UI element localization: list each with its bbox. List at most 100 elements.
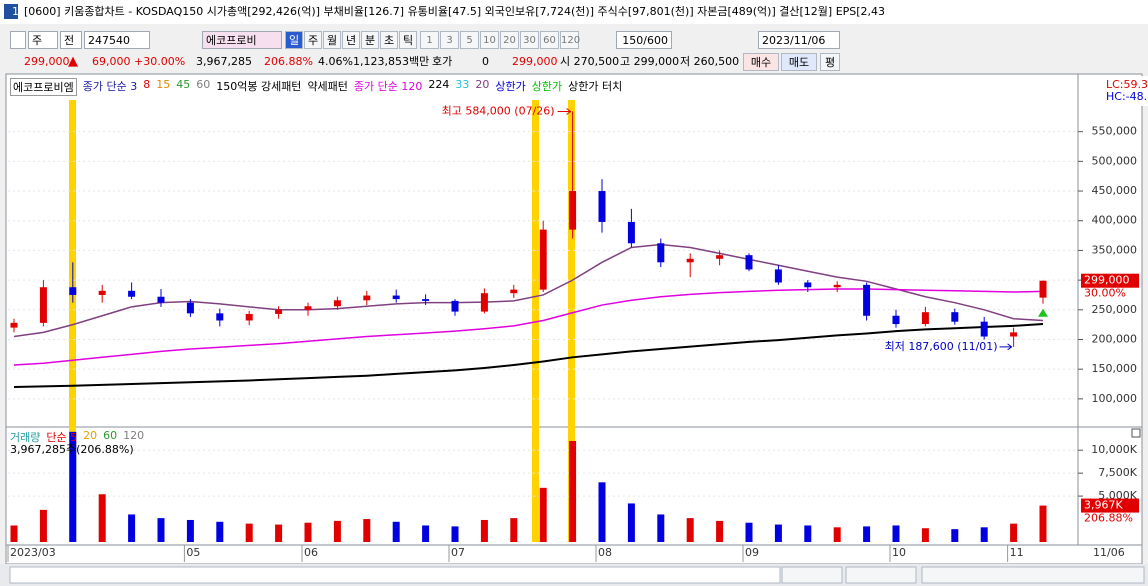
date-field[interactable]: 2023/11/06 bbox=[758, 31, 840, 49]
name-field[interactable]: 에코프로비 bbox=[202, 31, 282, 49]
x-tick-label: 11 bbox=[1010, 546, 1024, 559]
interval-button[interactable]: 분 bbox=[361, 31, 379, 49]
volume-bar bbox=[245, 523, 253, 542]
legend-item: 약세패턴 bbox=[307, 80, 348, 93]
pane-button[interactable] bbox=[1131, 428, 1141, 438]
candle-body bbox=[245, 313, 253, 321]
minute-button[interactable]: 60 bbox=[540, 31, 559, 49]
title-bar bbox=[0, 0, 1148, 24]
candle-body bbox=[216, 313, 224, 321]
interval-button[interactable]: 년 bbox=[342, 31, 360, 49]
low-arrow bbox=[999, 343, 1013, 351]
candle-body bbox=[275, 309, 283, 314]
buy-button[interactable]: 매수 bbox=[743, 53, 779, 71]
interval-button[interactable]: 틱 bbox=[399, 31, 417, 49]
candle-body bbox=[39, 287, 47, 323]
candle-body bbox=[716, 255, 724, 259]
interval-button[interactable]: 월 bbox=[323, 31, 341, 49]
volume-info: 3,967,285주(206.88%) bbox=[10, 443, 134, 456]
last-volume-rate: 206.88% bbox=[1084, 512, 1133, 525]
period-select[interactable]: 주 bbox=[28, 31, 58, 49]
interval-button[interactable]: 일 bbox=[285, 31, 303, 49]
candle-body bbox=[304, 306, 312, 310]
volume-bar bbox=[980, 527, 988, 542]
x-tick-label: 09 bbox=[745, 546, 759, 559]
volume-bar bbox=[598, 482, 606, 542]
minute-button[interactable]: 3 bbox=[440, 31, 459, 49]
volume-bar bbox=[716, 520, 724, 542]
candle-body bbox=[892, 315, 900, 325]
legend-item: 상한가 bbox=[531, 80, 563, 93]
candle-body bbox=[745, 255, 753, 270]
candle-body bbox=[422, 299, 430, 301]
legend-item: 20 bbox=[83, 429, 98, 442]
eval-button[interactable]: 평 bbox=[820, 53, 840, 71]
sell-button[interactable]: 매도 bbox=[781, 53, 817, 71]
interval-button[interactable]: 초 bbox=[380, 31, 398, 49]
volume-bar bbox=[539, 487, 547, 542]
x-tick-label: 05 bbox=[186, 546, 200, 559]
candle-body bbox=[921, 312, 929, 325]
interval-button[interactable]: 주 bbox=[304, 31, 322, 49]
volume-bar bbox=[39, 509, 47, 542]
y-tick-label: 150,000 bbox=[1092, 362, 1138, 375]
minute-button[interactable]: 5 bbox=[460, 31, 479, 49]
moving-average bbox=[13, 243, 1044, 338]
volume-legend: 거래량 단순 5 20 60 120 bbox=[10, 429, 144, 445]
candle-body bbox=[804, 282, 812, 288]
minute-button[interactable]: 1 bbox=[420, 31, 439, 49]
minute-button[interactable]: 10 bbox=[480, 31, 499, 49]
y-tick-label: 350,000 bbox=[1092, 243, 1138, 256]
signal-marker bbox=[1038, 308, 1048, 317]
candle-body bbox=[128, 290, 136, 297]
candle-body bbox=[863, 284, 871, 316]
turnover: 4.06% bbox=[318, 55, 353, 68]
legend-item: 15 bbox=[156, 78, 171, 91]
moving-average bbox=[13, 323, 1044, 388]
tool-buttons[interactable] bbox=[921, 566, 1145, 584]
volume-bar bbox=[451, 526, 459, 542]
volume-bar bbox=[892, 525, 900, 542]
candle-body bbox=[657, 243, 665, 263]
x-tick-label: 07 bbox=[451, 546, 465, 559]
ask-label: 호가 bbox=[432, 55, 453, 68]
menu-icon[interactable] bbox=[10, 31, 26, 49]
candle-body bbox=[774, 269, 782, 283]
volume-bar bbox=[157, 518, 165, 542]
legend-item: 단순 5 bbox=[46, 431, 78, 444]
volume-bar bbox=[422, 525, 430, 542]
zoom-slider[interactable] bbox=[845, 566, 917, 584]
volume-bar bbox=[1039, 505, 1047, 542]
legend-item: 120 bbox=[123, 429, 145, 442]
plot: 100,000150,000200,000250,000300,000350,0… bbox=[7, 104, 1139, 562]
legend-item: 상한가 bbox=[495, 80, 526, 93]
candle-body bbox=[10, 322, 18, 328]
last-price-box bbox=[1081, 273, 1139, 288]
volume-bar bbox=[275, 524, 283, 542]
y-tick-label: 500,000 bbox=[1092, 154, 1138, 167]
code-input[interactable]: 247540 bbox=[84, 31, 150, 49]
x-tick-label: 06 bbox=[304, 546, 318, 559]
window-title: [0600] 키움종합차트 - KOSDAQ150 시가총액[292,426(억… bbox=[24, 4, 885, 18]
candle-body bbox=[569, 191, 577, 230]
window-controls[interactable] bbox=[1004, 3, 1144, 21]
count-field[interactable]: 150/600 bbox=[616, 31, 672, 49]
candle-body bbox=[333, 300, 341, 307]
minute-button[interactable]: 120 bbox=[560, 31, 580, 49]
high-arrow bbox=[557, 108, 572, 115]
minute-button[interactable]: 20 bbox=[500, 31, 519, 49]
amount: 1,123,853백만 bbox=[353, 55, 430, 68]
x-tick-label: 2023/03 bbox=[10, 546, 56, 559]
volume-rate: 206.88% bbox=[264, 55, 313, 68]
adjust-select[interactable]: 전 bbox=[60, 31, 82, 49]
legend-item: 종가 단순 120 bbox=[353, 80, 423, 93]
minute-button[interactable]: 30 bbox=[520, 31, 539, 49]
last-rate: 30.00% bbox=[1084, 287, 1126, 300]
volume-bar bbox=[833, 527, 841, 542]
scroll-track[interactable] bbox=[9, 566, 781, 584]
volume-bar bbox=[921, 528, 929, 542]
nav-buttons[interactable] bbox=[781, 566, 843, 584]
up-arrow: ▲ bbox=[68, 54, 78, 69]
